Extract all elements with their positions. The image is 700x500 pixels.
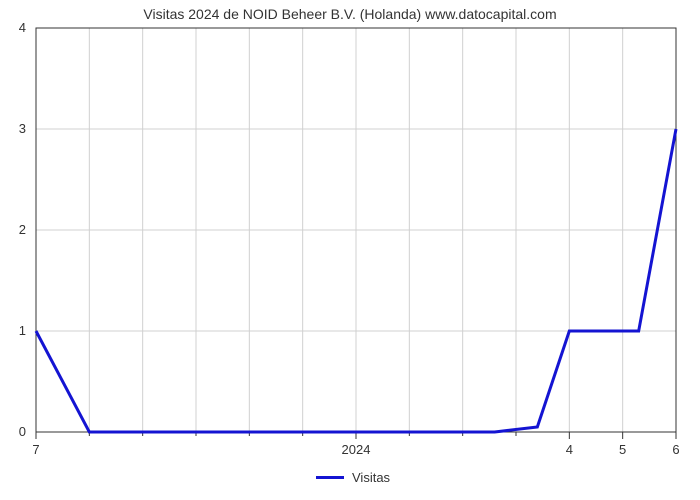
y-tick-label: 3	[19, 121, 26, 136]
x-tick-label: 2024	[342, 442, 371, 457]
y-tick-label: 2	[19, 222, 26, 237]
x-tick-label: 5	[619, 442, 626, 457]
x-tick-label: 6	[672, 442, 679, 457]
x-tick-label: 4	[566, 442, 573, 457]
y-tick-label: 0	[19, 424, 26, 439]
legend: Visitas	[316, 470, 390, 485]
chart-container: Visitas 2024 de NOID Beheer B.V. (Holand…	[0, 0, 700, 500]
legend-swatch	[316, 476, 344, 479]
x-tick-label: 7	[32, 442, 39, 457]
legend-label: Visitas	[352, 470, 390, 485]
chart-title: Visitas 2024 de NOID Beheer B.V. (Holand…	[0, 6, 700, 22]
chart-plot: 01234 72024456	[36, 28, 676, 432]
y-tick-label: 1	[19, 323, 26, 338]
x-axis-ticks: 7 2024 4 5 6	[32, 432, 679, 457]
y-tick-label: 4	[19, 20, 26, 35]
y-axis-ticks: 0 1 2 3 4	[19, 20, 26, 439]
